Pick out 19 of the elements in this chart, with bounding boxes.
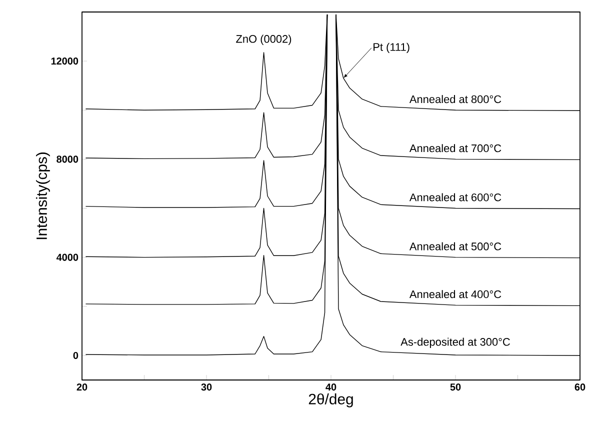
x-tick-label: 40 (326, 384, 336, 391)
series-label: As-deposited at 300°C (400, 338, 510, 348)
series-label: Annealed at 600°C (409, 193, 502, 202)
series-label: Annealed at 500°C (409, 242, 502, 250)
y-tick-label: 4000 (56, 254, 78, 261)
x-axis-title: 2θ/deg (308, 393, 353, 408)
annotation: ZnO (0002) (236, 34, 292, 45)
x-tick-label: 50 (450, 384, 461, 391)
y-tick-label: 12000 (51, 58, 78, 65)
x-tick-label: 30 (201, 384, 212, 391)
x-tick-label: 60 (574, 384, 586, 391)
y-tick-label: 8000 (56, 156, 78, 163)
annotation: Pt (111) (374, 42, 410, 54)
y-tick-label: 0 (73, 352, 78, 359)
series-label: Annealed at 800°C (409, 95, 502, 104)
y-axis-title: Intensity(cps) (36, 152, 50, 240)
x-tick-label: 20 (76, 384, 88, 391)
series-label: Annealed at 700°C (409, 144, 502, 152)
series-label: Annealed at 400°C (409, 290, 502, 298)
